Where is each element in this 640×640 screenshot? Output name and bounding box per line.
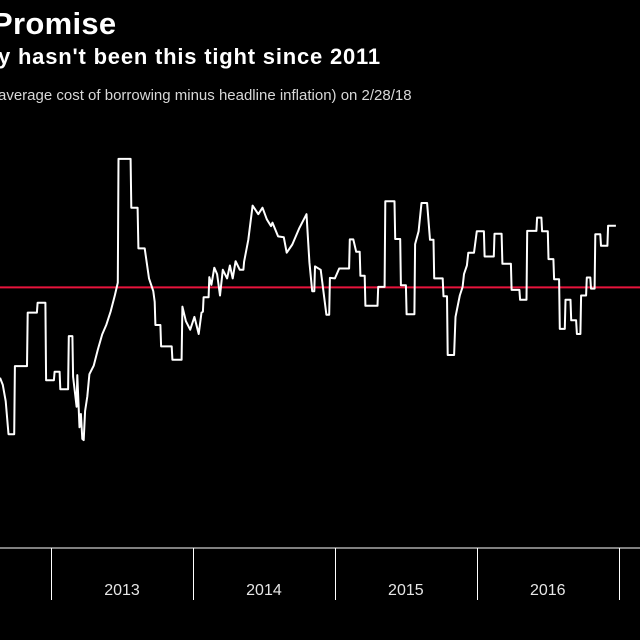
chart-caption: average cost of borrowing minus headline… — [0, 87, 412, 104]
chart-subtitle: y hasn't been this tight since 2011 — [0, 44, 381, 69]
x-tick-label: 2014 — [246, 582, 282, 599]
x-tick-label: 2013 — [104, 582, 140, 599]
chart-title: Promise — [0, 6, 117, 41]
series-layer — [0, 157, 616, 442]
x-axis: 2013 2014 2015 2016 — [0, 547, 640, 600]
series-line — [0, 157, 616, 442]
x-tick-label: 2015 — [388, 582, 424, 599]
x-tick-label: 2016 — [530, 582, 566, 599]
